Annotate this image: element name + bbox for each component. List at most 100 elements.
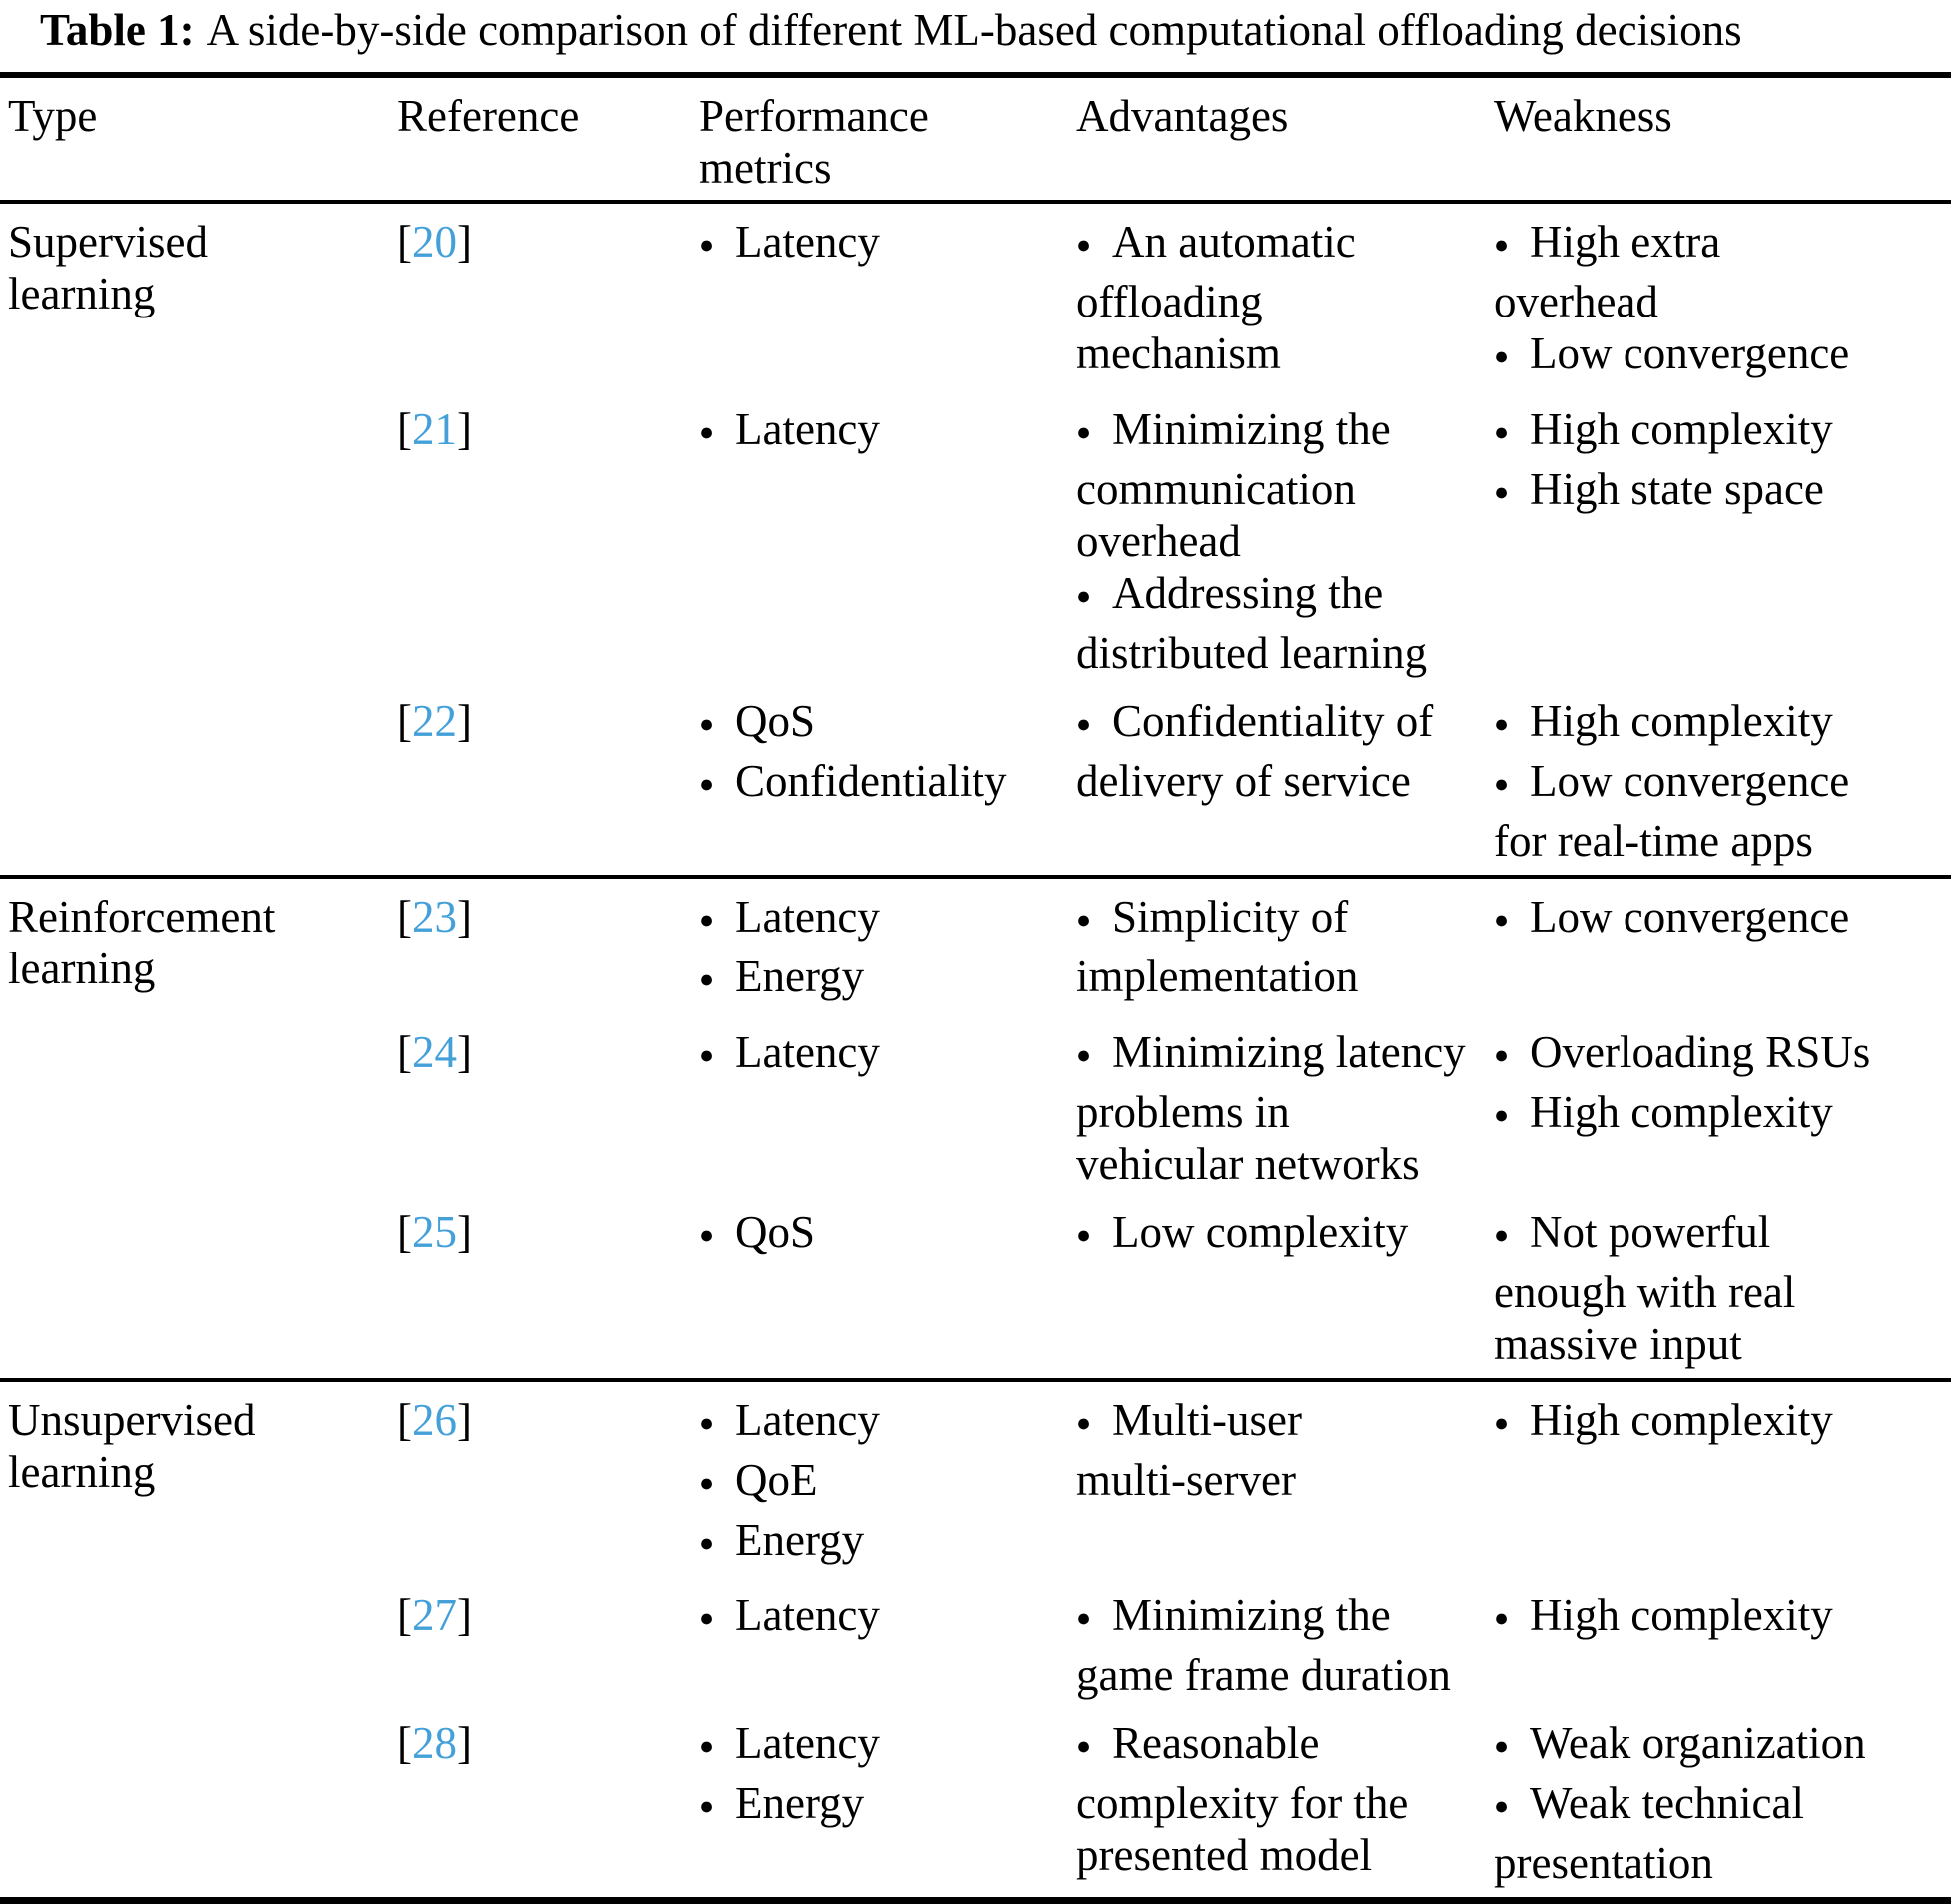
bullet-icon: ● [699, 771, 715, 798]
bullet-item: ● Reasonable complexity for the presented… [1076, 1717, 1494, 1881]
reference-cell: [22] [397, 695, 699, 867]
bullet-item: ● High state space [1494, 463, 1951, 523]
bullet-icon: ● [699, 1733, 715, 1760]
table-group: Reinforcement learning [23] ● Latency ● Ene… [0, 879, 1951, 1378]
reference-link[interactable]: 20 [412, 217, 457, 267]
bracket-open: [ [397, 1395, 412, 1445]
item-text: Confidentiality [735, 756, 1007, 806]
bullet-item: ● Low convergence [1494, 327, 1951, 387]
bullet-item: ● Latency [699, 216, 1076, 276]
bullet-item: ● Minimizing the communication overhead [1076, 403, 1494, 567]
reference-cell: [21] [397, 403, 699, 679]
bracket-open: [ [397, 1718, 412, 1768]
bullet-icon: ● [699, 1410, 715, 1437]
advantages-cell: ● Minimizing the game frame duration [1076, 1589, 1494, 1701]
bullet-icon: ● [1076, 583, 1092, 610]
item-text: High complexity [1530, 696, 1833, 746]
bracket-close: ] [457, 404, 472, 454]
table-row: [22] ● QoS ● Confidentiality ● Confidentiali… [0, 695, 1951, 867]
bullet-item: ● Low convergence for real-time apps [1494, 755, 1951, 867]
header-divider-rule [0, 200, 1951, 204]
reference-link[interactable]: 26 [412, 1395, 457, 1445]
bullet-icon: ● [1076, 711, 1092, 738]
bracket-open: [ [397, 217, 412, 267]
bullet-icon: ● [699, 1470, 715, 1497]
metrics-cell: ● QoS ● Confidentiality [699, 695, 1076, 867]
advantages-cell: ● Low complexity [1076, 1206, 1494, 1370]
type-label [0, 403, 397, 679]
bullet-icon: ● [1076, 419, 1092, 446]
bullet-item: ● Not powerful enough with real massive i… [1494, 1206, 1951, 1370]
bullet-icon: ● [1494, 711, 1510, 738]
column-header-performance-metrics: Performance metrics [699, 91, 929, 193]
type-label [0, 1206, 397, 1370]
reference-link[interactable]: 21 [412, 404, 457, 454]
bullet-icon: ● [1076, 232, 1092, 259]
item-text: High extra overhead [1494, 217, 1721, 326]
bullet-icon: ● [699, 711, 715, 738]
column-header-weakness: Weakness [1494, 91, 1672, 141]
reference-cell: [23] [397, 891, 699, 1010]
reference-link[interactable]: 24 [412, 1027, 457, 1077]
bullet-item: ● Simplicity of implementation [1076, 891, 1494, 1002]
bullet-item: ● Multi-user multi-server [1076, 1394, 1494, 1506]
bullet-icon: ● [1076, 1222, 1092, 1249]
bullet-icon: ● [699, 419, 715, 446]
bullet-icon: ● [1494, 479, 1510, 506]
bullet-item: ● Confidentiality [699, 755, 1076, 815]
table-header-row: Type Reference Performance metrics Advan… [0, 78, 1951, 200]
bracket-open: [ [397, 1207, 412, 1257]
item-text: Latency [735, 1590, 880, 1640]
reference-cell: [25] [397, 1206, 699, 1370]
weakness-cell: ● Not powerful enough with real massive i… [1494, 1206, 1951, 1370]
table-row: Supervised learning [20] ● Latency ● An au… [0, 216, 1951, 387]
weakness-cell: ● High complexity ● Low convergence for rea… [1494, 695, 1951, 867]
type-label: Supervised learning [8, 217, 208, 318]
bullet-icon: ● [699, 1530, 715, 1557]
type-label [0, 695, 397, 867]
bullet-icon: ● [699, 1793, 715, 1820]
bracket-close: ] [457, 1207, 472, 1257]
item-text: Low convergence [1530, 328, 1850, 378]
bracket-open: [ [397, 892, 412, 942]
item-text: Low convergence for real-time apps [1494, 756, 1850, 866]
group-divider-rule [0, 1378, 1951, 1382]
bracket-open: [ [397, 1027, 412, 1077]
column-header-advantages: Advantages [1076, 91, 1289, 141]
reference-link[interactable]: 27 [412, 1590, 457, 1640]
bullet-item: ● Latency [699, 1394, 1076, 1454]
item-text: High complexity [1530, 404, 1833, 454]
bullet-item: ● QoS [699, 695, 1076, 755]
bracket-close: ] [457, 1395, 472, 1445]
table-group: Unsupervised learning [26] ● Latency ● QoE ●… [0, 1382, 1951, 1897]
group-divider-rule [0, 875, 1951, 879]
bullet-item: ● Latency [699, 403, 1076, 463]
table-caption: Table 1: A side-by-side comparison of dif… [40, 0, 1951, 58]
reference-link[interactable]: 23 [412, 892, 457, 942]
bullet-item: ● Weak technical presentation [1494, 1777, 1951, 1889]
column-header-reference: Reference [397, 91, 580, 141]
bullet-icon: ● [1494, 1793, 1510, 1820]
advantages-cell: ● Confidentiality of delivery of service [1076, 695, 1494, 867]
type-label: Unsupervised learning [8, 1395, 256, 1497]
bracket-close: ] [457, 1590, 472, 1640]
bullet-icon: ● [1494, 1733, 1510, 1760]
advantages-cell: ● Multi-user multi-server [1076, 1394, 1494, 1574]
bullet-item: ● Addressing the distributed learning [1076, 567, 1494, 679]
bracket-open: [ [397, 696, 412, 746]
table-row: [24] ● Latency ● Minimizing latency proble… [0, 1026, 1951, 1190]
reference-link[interactable]: 22 [412, 696, 457, 746]
item-text: Latency [735, 1718, 880, 1768]
bullet-icon: ● [699, 966, 715, 993]
reference-link[interactable]: 28 [412, 1718, 457, 1768]
bullet-icon: ● [1494, 1222, 1510, 1249]
item-text: Overloading RSUs [1530, 1027, 1871, 1077]
bullet-item: ● Low complexity [1076, 1206, 1494, 1266]
item-text: QoS [735, 696, 816, 746]
bracket-close: ] [457, 1027, 472, 1077]
bullet-icon: ● [1494, 1605, 1510, 1632]
bullet-item: ● Energy [699, 1514, 1076, 1574]
reference-link[interactable]: 25 [412, 1207, 457, 1257]
type-label: Reinforcement learning [8, 892, 276, 993]
bullet-item: ● Latency [699, 1589, 1076, 1649]
